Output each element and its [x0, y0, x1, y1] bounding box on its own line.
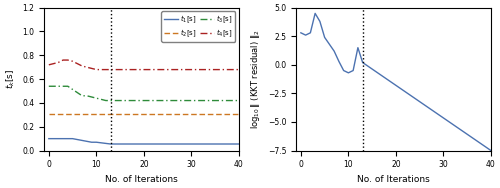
Y-axis label: $t_k$[s]: $t_k$[s]	[4, 69, 16, 89]
Y-axis label: $\log_{10}\|$ (KKT residual) $\|_2$: $\log_{10}\|$ (KKT residual) $\|_2$	[250, 29, 262, 129]
X-axis label: No. of Iterations: No. of Iterations	[105, 175, 178, 184]
Legend: $t_1$[s], $t_2$[s], $t_3$[s], $t_4$[s]: $t_1$[s], $t_2$[s], $t_3$[s], $t_4$[s]	[161, 11, 236, 42]
X-axis label: No. of Iterations: No. of Iterations	[357, 175, 430, 184]
